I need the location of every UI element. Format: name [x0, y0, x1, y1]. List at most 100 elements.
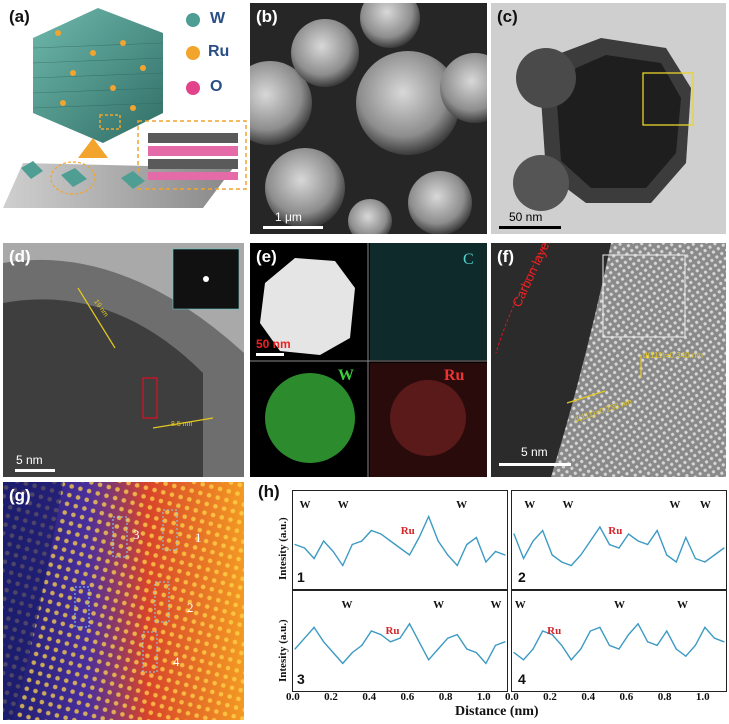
profile-1-point: [361, 540, 363, 542]
profile-2-point: [637, 540, 639, 542]
map-c-label: C: [463, 251, 474, 268]
panel-a-illustration: [3, 8, 247, 208]
profile-2-point: [704, 561, 706, 563]
profile-3-point: [494, 644, 497, 646]
profile-2-point: [551, 554, 553, 556]
peak-label-3-3: W: [490, 599, 502, 611]
profile-number-1: 1: [297, 569, 305, 585]
profile-4-point: [618, 648, 620, 650]
panel-a: (a) W Ru O: [3, 3, 250, 213]
y-axis-label-top: Intesity (a.u.): [277, 517, 289, 580]
x-tick-label: 0.2: [543, 691, 557, 703]
profile-2-point: [580, 554, 582, 556]
profile-4-point: [599, 626, 601, 628]
panel-h-label: (h): [258, 482, 280, 501]
panel-f-scalebar: [499, 463, 571, 466]
panel-c-label: (c): [497, 7, 518, 26]
profile-2-point: [627, 533, 630, 535]
panel-f: (f) Carbon layer d(111)=0.340 nm d(111)=…: [491, 243, 726, 477]
panel-c-scale-text: 50 nm: [509, 210, 543, 224]
g-mark-3: 3: [133, 527, 140, 542]
profile-4-point: [685, 655, 687, 657]
profile-1-point: [399, 547, 401, 549]
profile-1-point: [342, 564, 344, 567]
x-tick-label: 0.8: [438, 691, 453, 703]
x-tick-label: 0.2: [324, 691, 338, 703]
profile-4-point: [522, 659, 525, 661]
profile-2-point: [694, 557, 696, 560]
profile-box-2: 2 W W Ru W W: [511, 490, 727, 590]
profile-3-point: [294, 648, 296, 650]
profile-1-point: [418, 536, 420, 539]
profile-3-point: [437, 648, 439, 650]
profile-3-point: [485, 662, 487, 664]
profile-3-point: [370, 630, 372, 632]
profile-3-point: [399, 637, 401, 639]
x-tick-label: 0.4: [362, 691, 377, 703]
profile-3-point: [428, 659, 430, 661]
panel-e-image: [250, 243, 487, 477]
map-w-label: W: [338, 367, 354, 384]
profile-2-point: [685, 536, 687, 539]
x-tick-label: 0.4: [581, 691, 596, 703]
profile-1-point: [485, 561, 487, 563]
x-tick-label: 0.6: [400, 691, 415, 703]
profile-1-point: [303, 547, 306, 549]
profile-number-3: 3: [297, 671, 305, 687]
profile-line-3: [294, 622, 506, 665]
legend-o: O: [210, 78, 223, 95]
profile-3-point: [351, 652, 353, 654]
x-axis-label: Distance (nm): [455, 704, 539, 719]
peak-label-2-3: W: [669, 499, 681, 511]
peak-label-4-0: W: [514, 599, 526, 611]
peak-label-2-4: W: [699, 499, 711, 511]
panel-b-scalebar: [263, 226, 323, 229]
profile-2-point: [570, 564, 572, 567]
thickness-8-5nm: 8.5 nm: [171, 421, 193, 428]
peak-label-1-1: W: [337, 499, 349, 511]
profile-1-point: [437, 540, 439, 542]
profile-3-point: [313, 626, 315, 628]
profile-3-point: [389, 641, 392, 643]
profile-3-point: [447, 637, 449, 639]
peak-label-1-0: W: [299, 499, 311, 511]
panel-d-image: [3, 243, 244, 477]
profile-4-point: [580, 648, 582, 650]
profile-number-4: 4: [518, 671, 526, 687]
peak-label-3-0: W: [341, 599, 353, 611]
profile-2-point: [675, 561, 677, 563]
profile-1-point: [408, 554, 411, 556]
profile-4-point: [704, 626, 706, 628]
profile-plot-1: [294, 514, 506, 567]
profile-1-point: [323, 540, 325, 542]
panel-c: (c) 50 nm: [491, 3, 726, 234]
profile-4-point: [666, 630, 668, 632]
profile-3-point: [475, 652, 477, 654]
profile-4-point: [675, 648, 677, 650]
profile-2-point: [542, 529, 544, 532]
panel-e: (e) C W Ru 50 nm: [250, 243, 487, 477]
panel-e-label: (e): [256, 247, 277, 266]
panel-d-label: (d): [9, 247, 31, 266]
panel-b-image: [250, 3, 487, 234]
profile-4-point: [627, 634, 630, 636]
profile-1-point: [380, 533, 382, 535]
profile-4-point: [656, 644, 658, 646]
profile-2-point: [647, 543, 649, 546]
panel-d-scale-text: 5 nm: [16, 453, 43, 467]
profile-1-point: [428, 515, 430, 518]
profile-plot-4: [513, 622, 725, 661]
profile-2-point: [656, 529, 658, 532]
profile-box-3: 3 W Ru W W: [292, 590, 508, 692]
profile-3-point: [303, 637, 306, 639]
profile-3-point: [504, 641, 506, 643]
panel-b-label: (b): [256, 7, 278, 26]
profile-1-point: [494, 550, 497, 553]
d-spacing-1: d(111)=0.340 nm: [643, 351, 703, 360]
peak-label-3-2: W: [433, 599, 445, 611]
panel-f-label: (f): [497, 247, 514, 266]
profile-number-2: 2: [518, 569, 526, 585]
profile-2-point: [723, 547, 725, 549]
profile-4-point: [551, 634, 553, 636]
profile-3-point: [466, 648, 468, 650]
